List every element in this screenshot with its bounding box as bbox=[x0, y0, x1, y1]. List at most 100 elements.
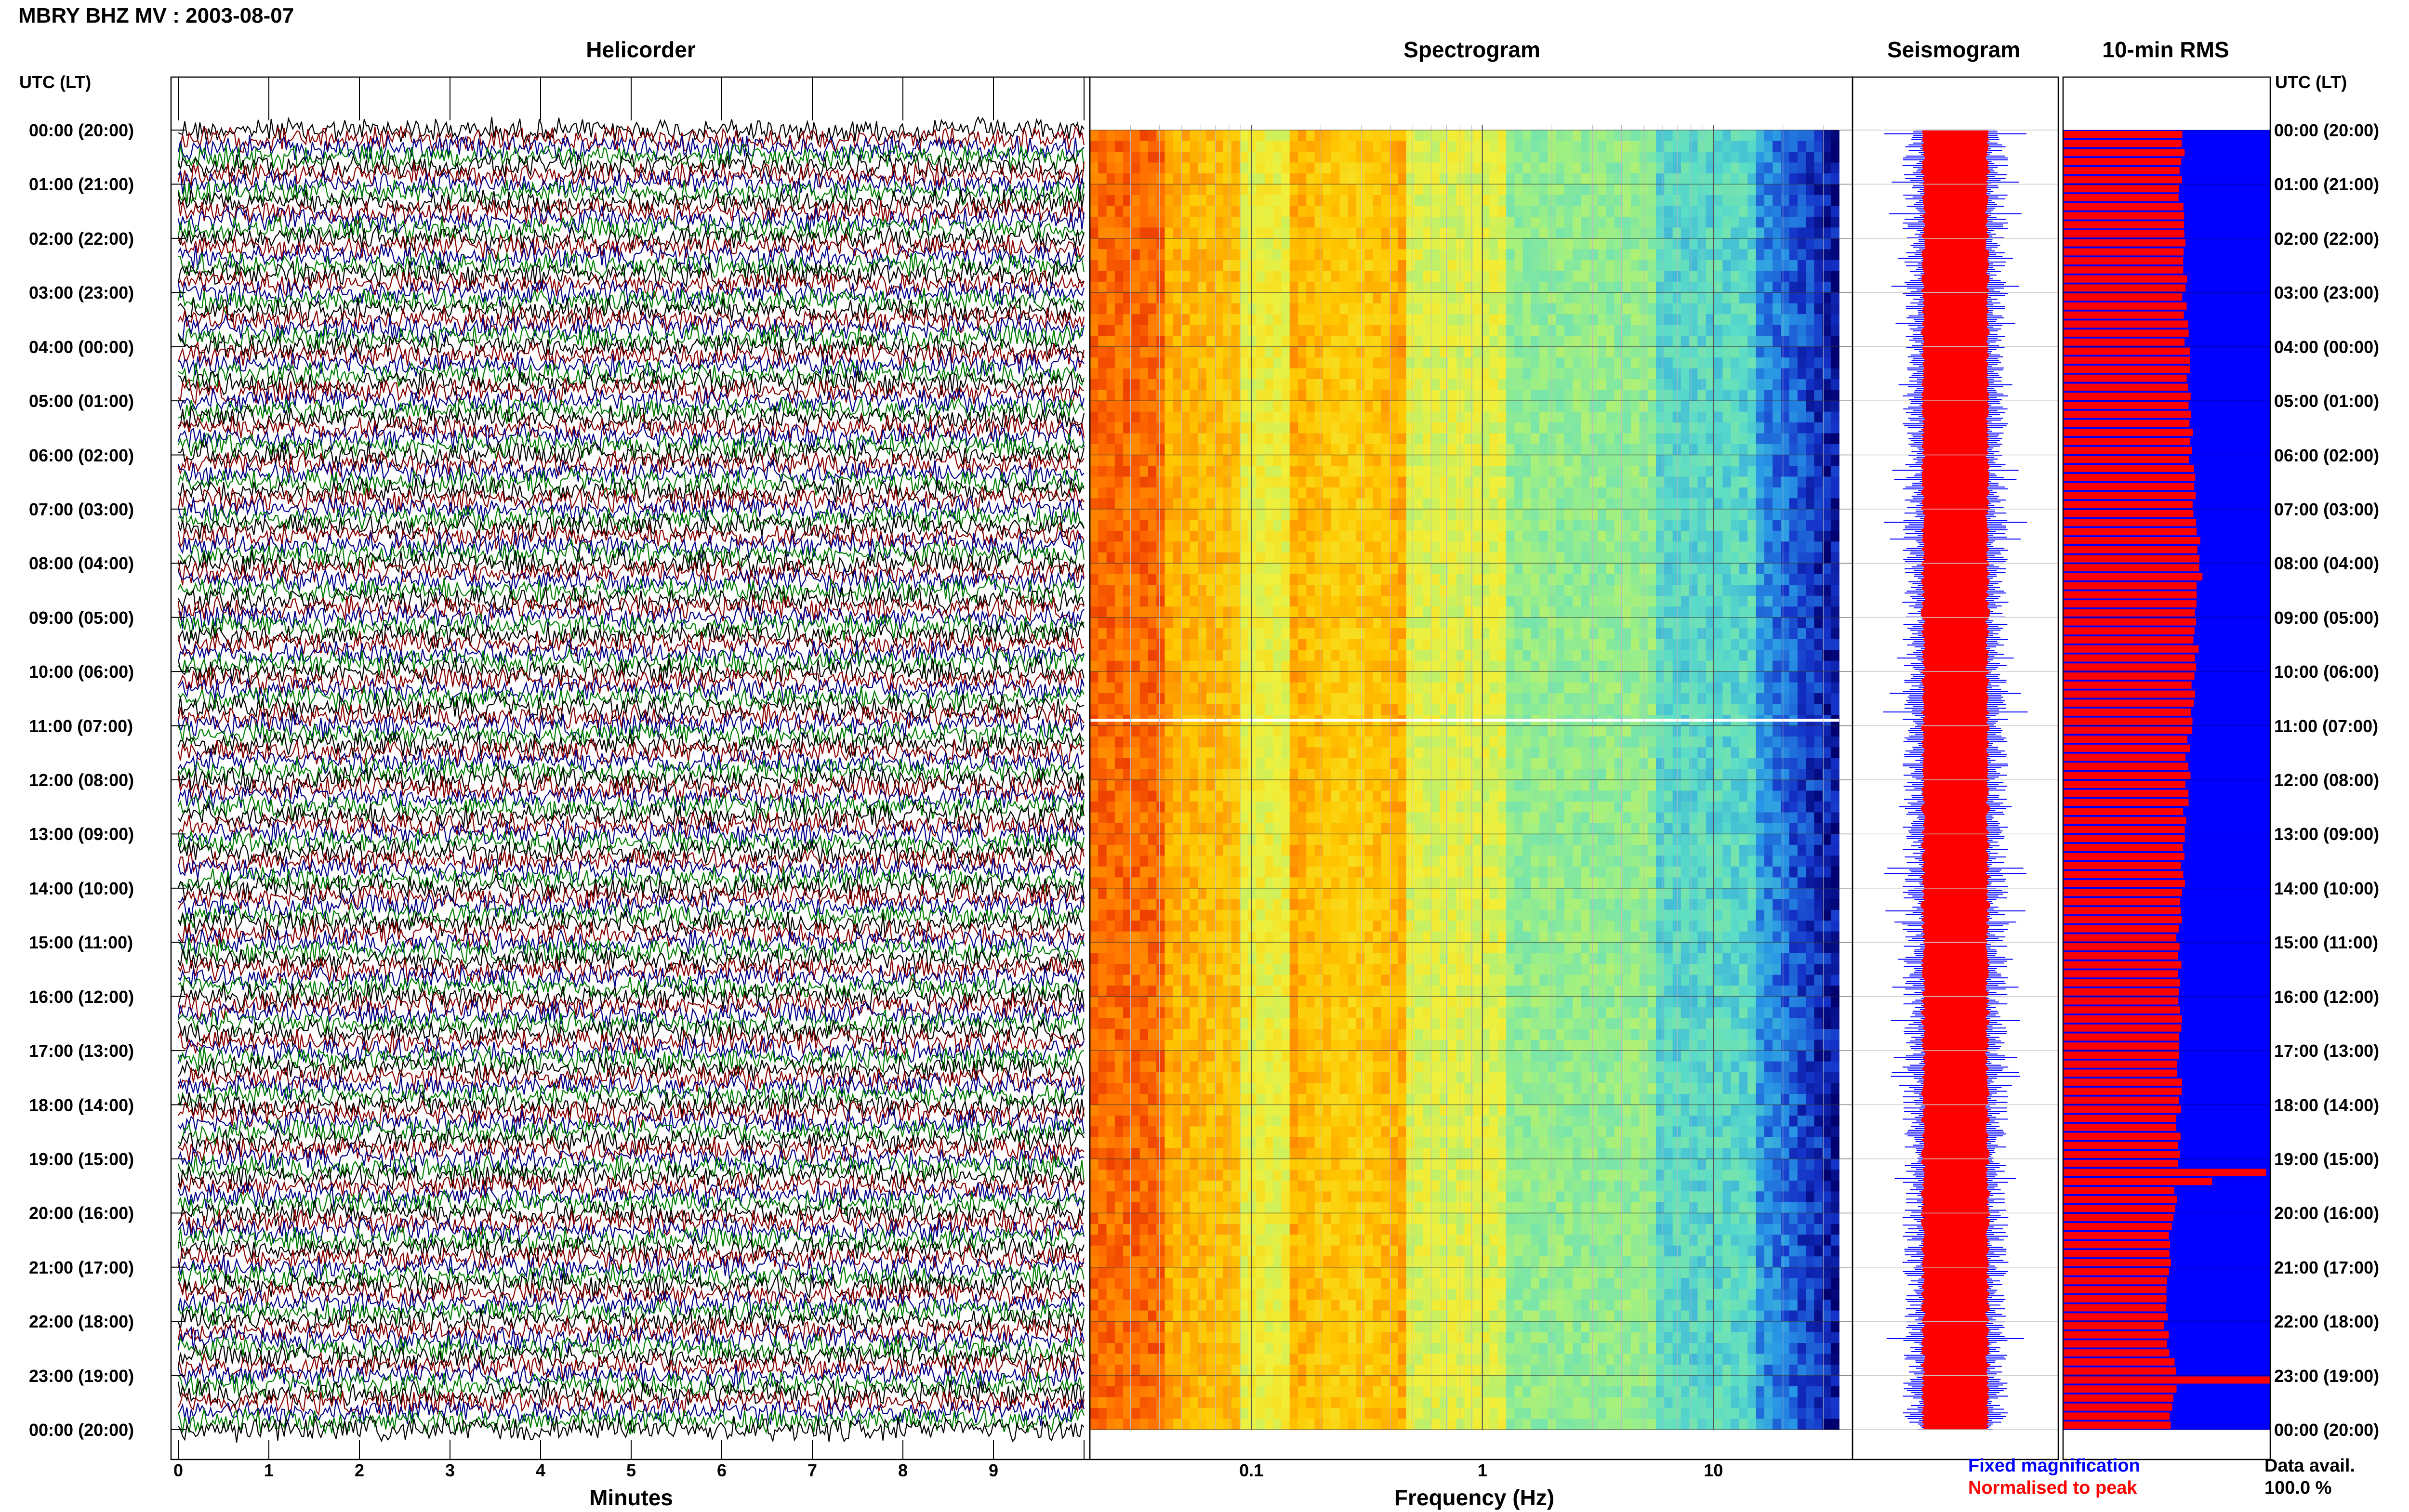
spectrogram-cell bbox=[1456, 530, 1465, 542]
spectrogram-cell bbox=[1414, 314, 1423, 326]
spectrogram-cell bbox=[1589, 336, 1598, 347]
spectrogram-cell bbox=[1814, 141, 1823, 152]
spectrogram-cell bbox=[1273, 357, 1282, 369]
spectrogram-cell bbox=[1606, 227, 1615, 239]
spectrogram-cell bbox=[1223, 466, 1232, 477]
spectrogram-cell bbox=[1423, 530, 1432, 542]
spectrogram-cell bbox=[1764, 281, 1773, 293]
spectrogram-cell bbox=[1373, 162, 1382, 174]
spectrogram-cell bbox=[1314, 617, 1324, 629]
spectrogram-cell bbox=[1173, 563, 1182, 575]
spectrogram-cell bbox=[1264, 509, 1273, 520]
spectrogram-cell bbox=[1656, 585, 1665, 596]
spectrogram-cell bbox=[1331, 303, 1340, 315]
spectrogram-cell bbox=[1173, 411, 1182, 423]
spectrogram-cell bbox=[1190, 530, 1199, 542]
spectrogram-cell bbox=[1448, 541, 1456, 553]
spectrogram-cell bbox=[1423, 281, 1432, 293]
spectrogram-cell bbox=[1581, 271, 1590, 282]
spectrogram-cell bbox=[1448, 238, 1456, 250]
spectrogram-cell bbox=[1331, 260, 1340, 271]
spectrogram-cell bbox=[1139, 595, 1149, 607]
spectrogram-cell bbox=[1664, 346, 1673, 358]
spectrogram-cell bbox=[1106, 487, 1115, 499]
spectrogram-cell bbox=[1098, 141, 1107, 152]
spectrogram-cell bbox=[1556, 433, 1565, 445]
spectrogram-cell bbox=[1148, 249, 1157, 261]
spectrogram-cell bbox=[1390, 433, 1398, 445]
spectrogram-cell bbox=[1539, 260, 1548, 271]
spectrogram-cell bbox=[1414, 509, 1423, 520]
spectrogram-cell bbox=[1215, 152, 1224, 163]
spectrogram-cell bbox=[1731, 422, 1740, 434]
spectrogram-cell bbox=[1256, 682, 1265, 694]
spectrogram-cell bbox=[1306, 130, 1315, 142]
spectrogram-cell bbox=[1806, 216, 1814, 228]
spectrogram-cell bbox=[1489, 368, 1498, 380]
spectrogram-cell bbox=[1697, 281, 1707, 293]
spectrogram-cell bbox=[1764, 574, 1773, 585]
spectrogram-cell bbox=[1190, 249, 1199, 261]
spectrogram-cell bbox=[1830, 195, 1840, 206]
spectrogram-cell bbox=[1381, 574, 1390, 585]
spectrogram-cell bbox=[1364, 650, 1374, 661]
spectrogram-cell bbox=[1598, 249, 1606, 261]
spectrogram-cell bbox=[1522, 281, 1532, 293]
spectrogram-cell bbox=[1114, 530, 1124, 542]
spectrogram-cell bbox=[1564, 238, 1573, 250]
spectrogram-cell bbox=[1539, 466, 1548, 477]
spectrogram-cell bbox=[1339, 130, 1349, 142]
spectrogram-cell bbox=[1398, 509, 1407, 520]
spectrogram-cell bbox=[1497, 379, 1507, 391]
spectrogram-cell bbox=[1448, 206, 1456, 217]
spectrogram-cell bbox=[1190, 173, 1199, 184]
spectrogram-cell bbox=[1489, 628, 1498, 640]
spectrogram-cell bbox=[1423, 130, 1432, 142]
spectrogram-cell bbox=[1223, 379, 1232, 391]
spectrogram-cell bbox=[1198, 271, 1207, 282]
spectrogram-cell bbox=[1323, 411, 1332, 423]
spectrogram-cell bbox=[1797, 617, 1806, 629]
spectrogram-cell bbox=[1139, 206, 1149, 217]
spectrogram-cell bbox=[1506, 325, 1515, 336]
spectrogram-cell bbox=[1564, 476, 1573, 488]
spectrogram-cell bbox=[1522, 216, 1532, 228]
spectrogram-cell bbox=[1298, 487, 1307, 499]
spectrogram-cell bbox=[1356, 206, 1365, 217]
spectrogram-cell bbox=[1264, 466, 1273, 477]
spectrogram-cell bbox=[1697, 433, 1707, 445]
spectrogram-cell bbox=[1573, 336, 1582, 347]
spectrogram-cell bbox=[1531, 390, 1540, 401]
spectrogram-cell bbox=[1689, 671, 1698, 683]
spectrogram-cell bbox=[1331, 281, 1340, 293]
spectrogram-cell bbox=[1373, 422, 1382, 434]
spectrogram-cell bbox=[1664, 141, 1673, 152]
spectrogram-cell bbox=[1647, 595, 1656, 607]
spectrogram-cell bbox=[1181, 379, 1190, 391]
spectrogram-cell bbox=[1456, 574, 1465, 585]
spectrogram-cell bbox=[1273, 455, 1282, 466]
spectrogram-cell bbox=[1373, 271, 1382, 282]
spectrogram-cell bbox=[1731, 444, 1740, 456]
spectrogram-cell bbox=[1406, 249, 1415, 261]
spectrogram-cell bbox=[1647, 379, 1656, 391]
spectrogram-cell bbox=[1190, 606, 1199, 618]
spectrogram-cell bbox=[1830, 401, 1840, 412]
spectrogram-cell bbox=[1773, 509, 1781, 520]
spectrogram-cell bbox=[1564, 639, 1573, 650]
spectrogram-cell bbox=[1606, 650, 1615, 661]
spectrogram-cell bbox=[1598, 152, 1606, 163]
spectrogram-cell bbox=[1165, 162, 1174, 174]
spectrogram-cell bbox=[1165, 606, 1174, 618]
spectrogram-cell bbox=[1806, 585, 1814, 596]
spectrogram-cell bbox=[1789, 336, 1798, 347]
spectrogram-cell bbox=[1373, 433, 1382, 445]
spectrogram-cell bbox=[1348, 346, 1357, 358]
spectrogram-cell bbox=[1797, 574, 1806, 585]
spectrogram-cell bbox=[1814, 303, 1823, 315]
spectrogram-cell bbox=[1598, 639, 1606, 650]
spectrogram-cell bbox=[1114, 422, 1124, 434]
spectrogram-cell bbox=[1431, 141, 1440, 152]
spectrogram-cell bbox=[1647, 628, 1656, 640]
spectrogram-cell bbox=[1406, 260, 1415, 271]
